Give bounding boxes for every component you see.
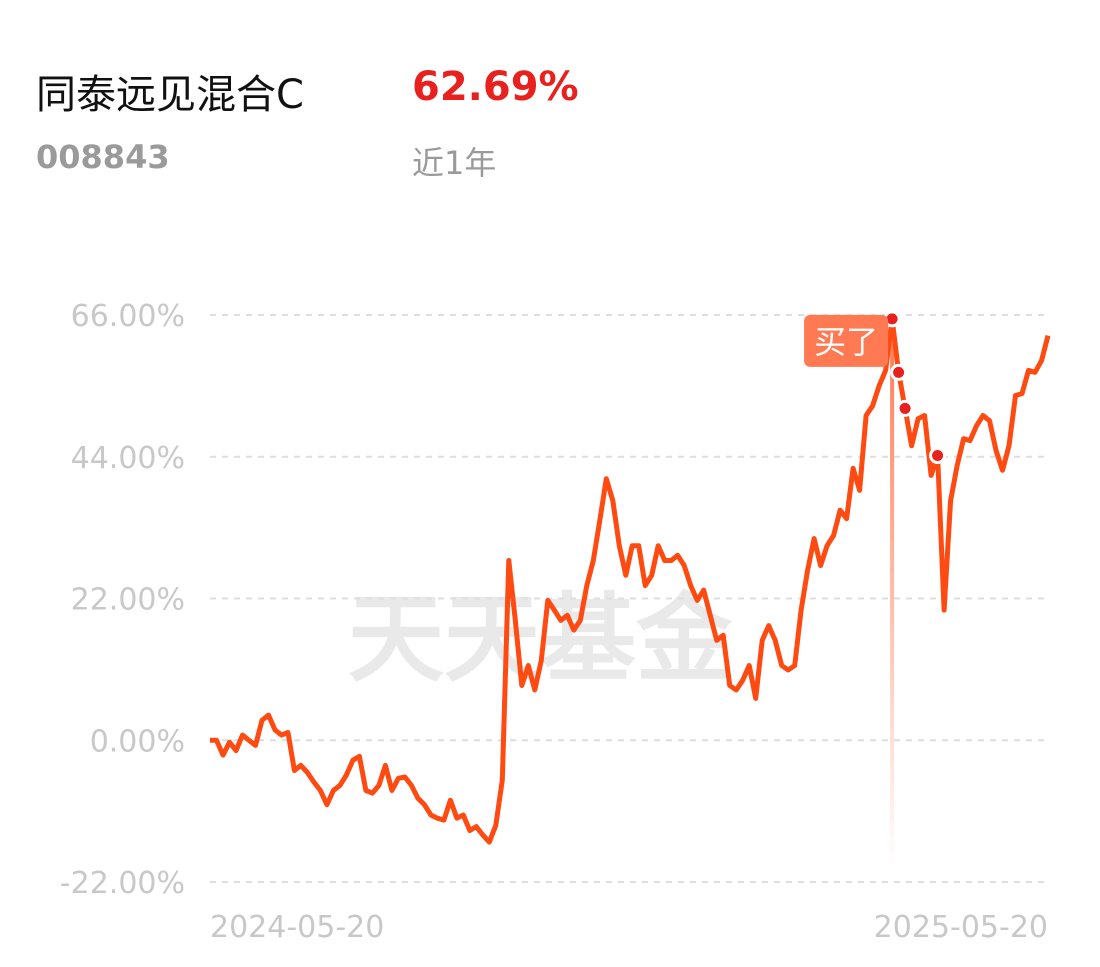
annotation: 买了	[814, 323, 878, 361]
watermark: 天天基金	[348, 583, 733, 695]
y-tick-label: -22.00%	[60, 866, 185, 901]
y-tick-label: 0.00%	[90, 724, 185, 759]
x-tick-label: 2025-05-20	[874, 910, 1048, 945]
line	[210, 316, 1051, 845]
y-tick-label: 44.00%	[71, 441, 185, 476]
x-tick-label: 2024-05-20	[210, 910, 384, 945]
annotation-box	[804, 314, 889, 367]
period: 近1年	[412, 144, 497, 182]
fund-return: 62.69%	[412, 64, 579, 110]
fund-name: 同泰远见混合C	[36, 72, 304, 118]
y-tick-label: 22.00%	[71, 583, 185, 618]
trade-dot	[890, 363, 908, 381]
trade-dot	[896, 399, 914, 417]
peak-line	[890, 318, 895, 870]
y-tick-label: 66.00%	[71, 299, 185, 334]
fund-code: 008843	[36, 138, 170, 176]
trade-dot	[929, 446, 947, 464]
